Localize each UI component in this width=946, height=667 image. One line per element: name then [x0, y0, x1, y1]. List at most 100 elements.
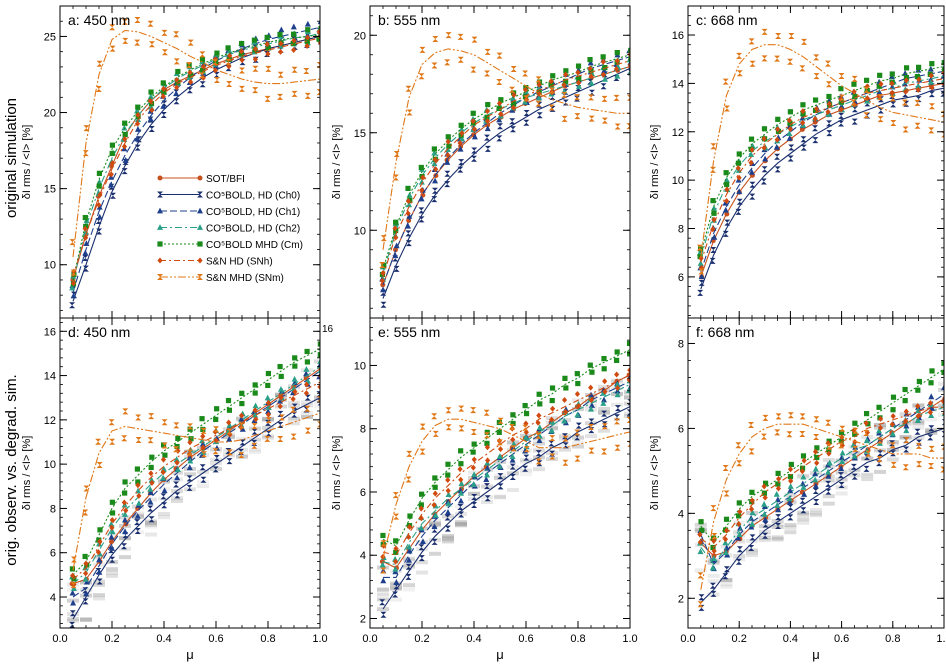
point-SNh: [226, 419, 232, 426]
series-SNh: [379, 51, 630, 284]
point-Ch0: [749, 181, 756, 188]
point-SNh: [485, 457, 491, 464]
point-SNh: [890, 413, 896, 420]
point-SNm: [226, 428, 233, 435]
point-Cm: [941, 369, 944, 375]
point-SNh: [122, 136, 128, 143]
point-SNh: [406, 534, 412, 541]
point-Cm: [96, 183, 102, 189]
point-Ch1: [509, 456, 516, 463]
legend-label-SOT: SOT/BFI: [206, 174, 245, 185]
histogram-cell: [197, 484, 209, 489]
point-Cm: [550, 73, 556, 79]
point-Ch0: [265, 430, 272, 437]
point-Cm: [589, 369, 595, 375]
point-SNm: [535, 432, 542, 439]
point-Ch1: [762, 516, 769, 523]
point-SNh: [722, 536, 729, 543]
histogram-cell: [784, 493, 797, 498]
point-Cm: [601, 366, 607, 372]
point-SNh: [187, 439, 193, 446]
histogram-cell: [707, 579, 720, 584]
point-SNm: [96, 462, 103, 469]
series-SNh: [380, 367, 630, 565]
point-Cm: [775, 116, 781, 122]
histogram-cell: [912, 421, 925, 426]
point-Cm: [775, 470, 781, 476]
point-Ch0: [69, 302, 76, 309]
point-Cm: [627, 351, 630, 357]
point-Ch1: [775, 506, 782, 513]
point-SNh: [801, 457, 807, 464]
point-SNh: [749, 146, 755, 153]
point-SNh: [812, 448, 819, 455]
point-Ch2: [761, 500, 768, 507]
point-Cm: [381, 262, 387, 269]
histogram-cell: [861, 473, 874, 478]
point-Cm: [418, 502, 424, 508]
point-Ch1: [419, 538, 426, 545]
point-Ch2: [470, 481, 477, 487]
point-SNm: [122, 37, 129, 44]
point-Ch2: [69, 284, 76, 291]
series-Cm: [379, 47, 630, 278]
point-Cm: [876, 83, 882, 89]
point-Ch0: [471, 155, 478, 162]
series-line-SNm: [72, 29, 320, 258]
point-Cm: [199, 56, 206, 63]
point-Ch0: [710, 590, 717, 597]
point-Ch0: [444, 181, 451, 188]
point-SNh: [915, 413, 921, 420]
point-Cm: [446, 143, 452, 149]
point-SNm: [484, 48, 491, 55]
point-Cm: [432, 475, 438, 481]
point-SNm: [698, 268, 705, 275]
point-Ch0: [888, 440, 895, 447]
point-Ch2: [536, 94, 543, 101]
point-SNh: [877, 415, 884, 422]
point-SNm: [535, 100, 542, 107]
point-Cm: [380, 532, 386, 539]
point-Cm: [251, 37, 258, 43]
point-SNh: [775, 126, 781, 133]
point-SNh: [470, 464, 476, 471]
point-Ch1: [108, 181, 115, 188]
point-SNh: [303, 381, 310, 388]
point-Cm: [916, 64, 922, 70]
point-Ch0: [109, 556, 116, 563]
point-Ch0: [121, 168, 128, 175]
point-SNh: [600, 71, 607, 78]
histogram-cell: [249, 437, 261, 442]
point-SNm: [303, 67, 310, 74]
point-SNm: [135, 437, 142, 444]
point-Ch1: [147, 489, 154, 496]
point-Ch1: [457, 145, 464, 152]
point-SNm: [761, 28, 768, 35]
point-SNh: [420, 174, 426, 181]
point-Ch2: [392, 565, 399, 572]
histogram-cell: [442, 534, 454, 539]
point-Ch1: [929, 405, 936, 411]
point-Ch1: [83, 590, 90, 597]
point-Ch0: [161, 502, 168, 509]
point-Ch2: [574, 411, 581, 418]
point-Cm: [510, 412, 516, 418]
point-Cm: [838, 86, 844, 92]
y-tick-label: 8: [678, 224, 684, 236]
point-Ch0: [614, 405, 621, 412]
histogram-cell: [874, 423, 886, 428]
point-SNh: [889, 90, 895, 97]
point-Cm: [175, 68, 181, 75]
point-Ch0: [82, 598, 89, 605]
y-tick-label: 25: [44, 31, 56, 43]
point-SNm: [588, 115, 595, 122]
point-SNm: [787, 58, 794, 65]
point-SNh: [813, 105, 820, 112]
panel-6: 2 4 6 8 0.0 0.2 0.4 0.6 0.8 1.0 μ δI rms / <I> [%] f…: [649, 317, 946, 662]
point-SNm: [801, 38, 808, 45]
histogram-cell: [288, 400, 300, 405]
y-tick-label: 4: [50, 592, 56, 604]
point-SNm: [264, 95, 271, 102]
point-Cm: [317, 352, 320, 358]
point-Cm: [826, 438, 832, 444]
